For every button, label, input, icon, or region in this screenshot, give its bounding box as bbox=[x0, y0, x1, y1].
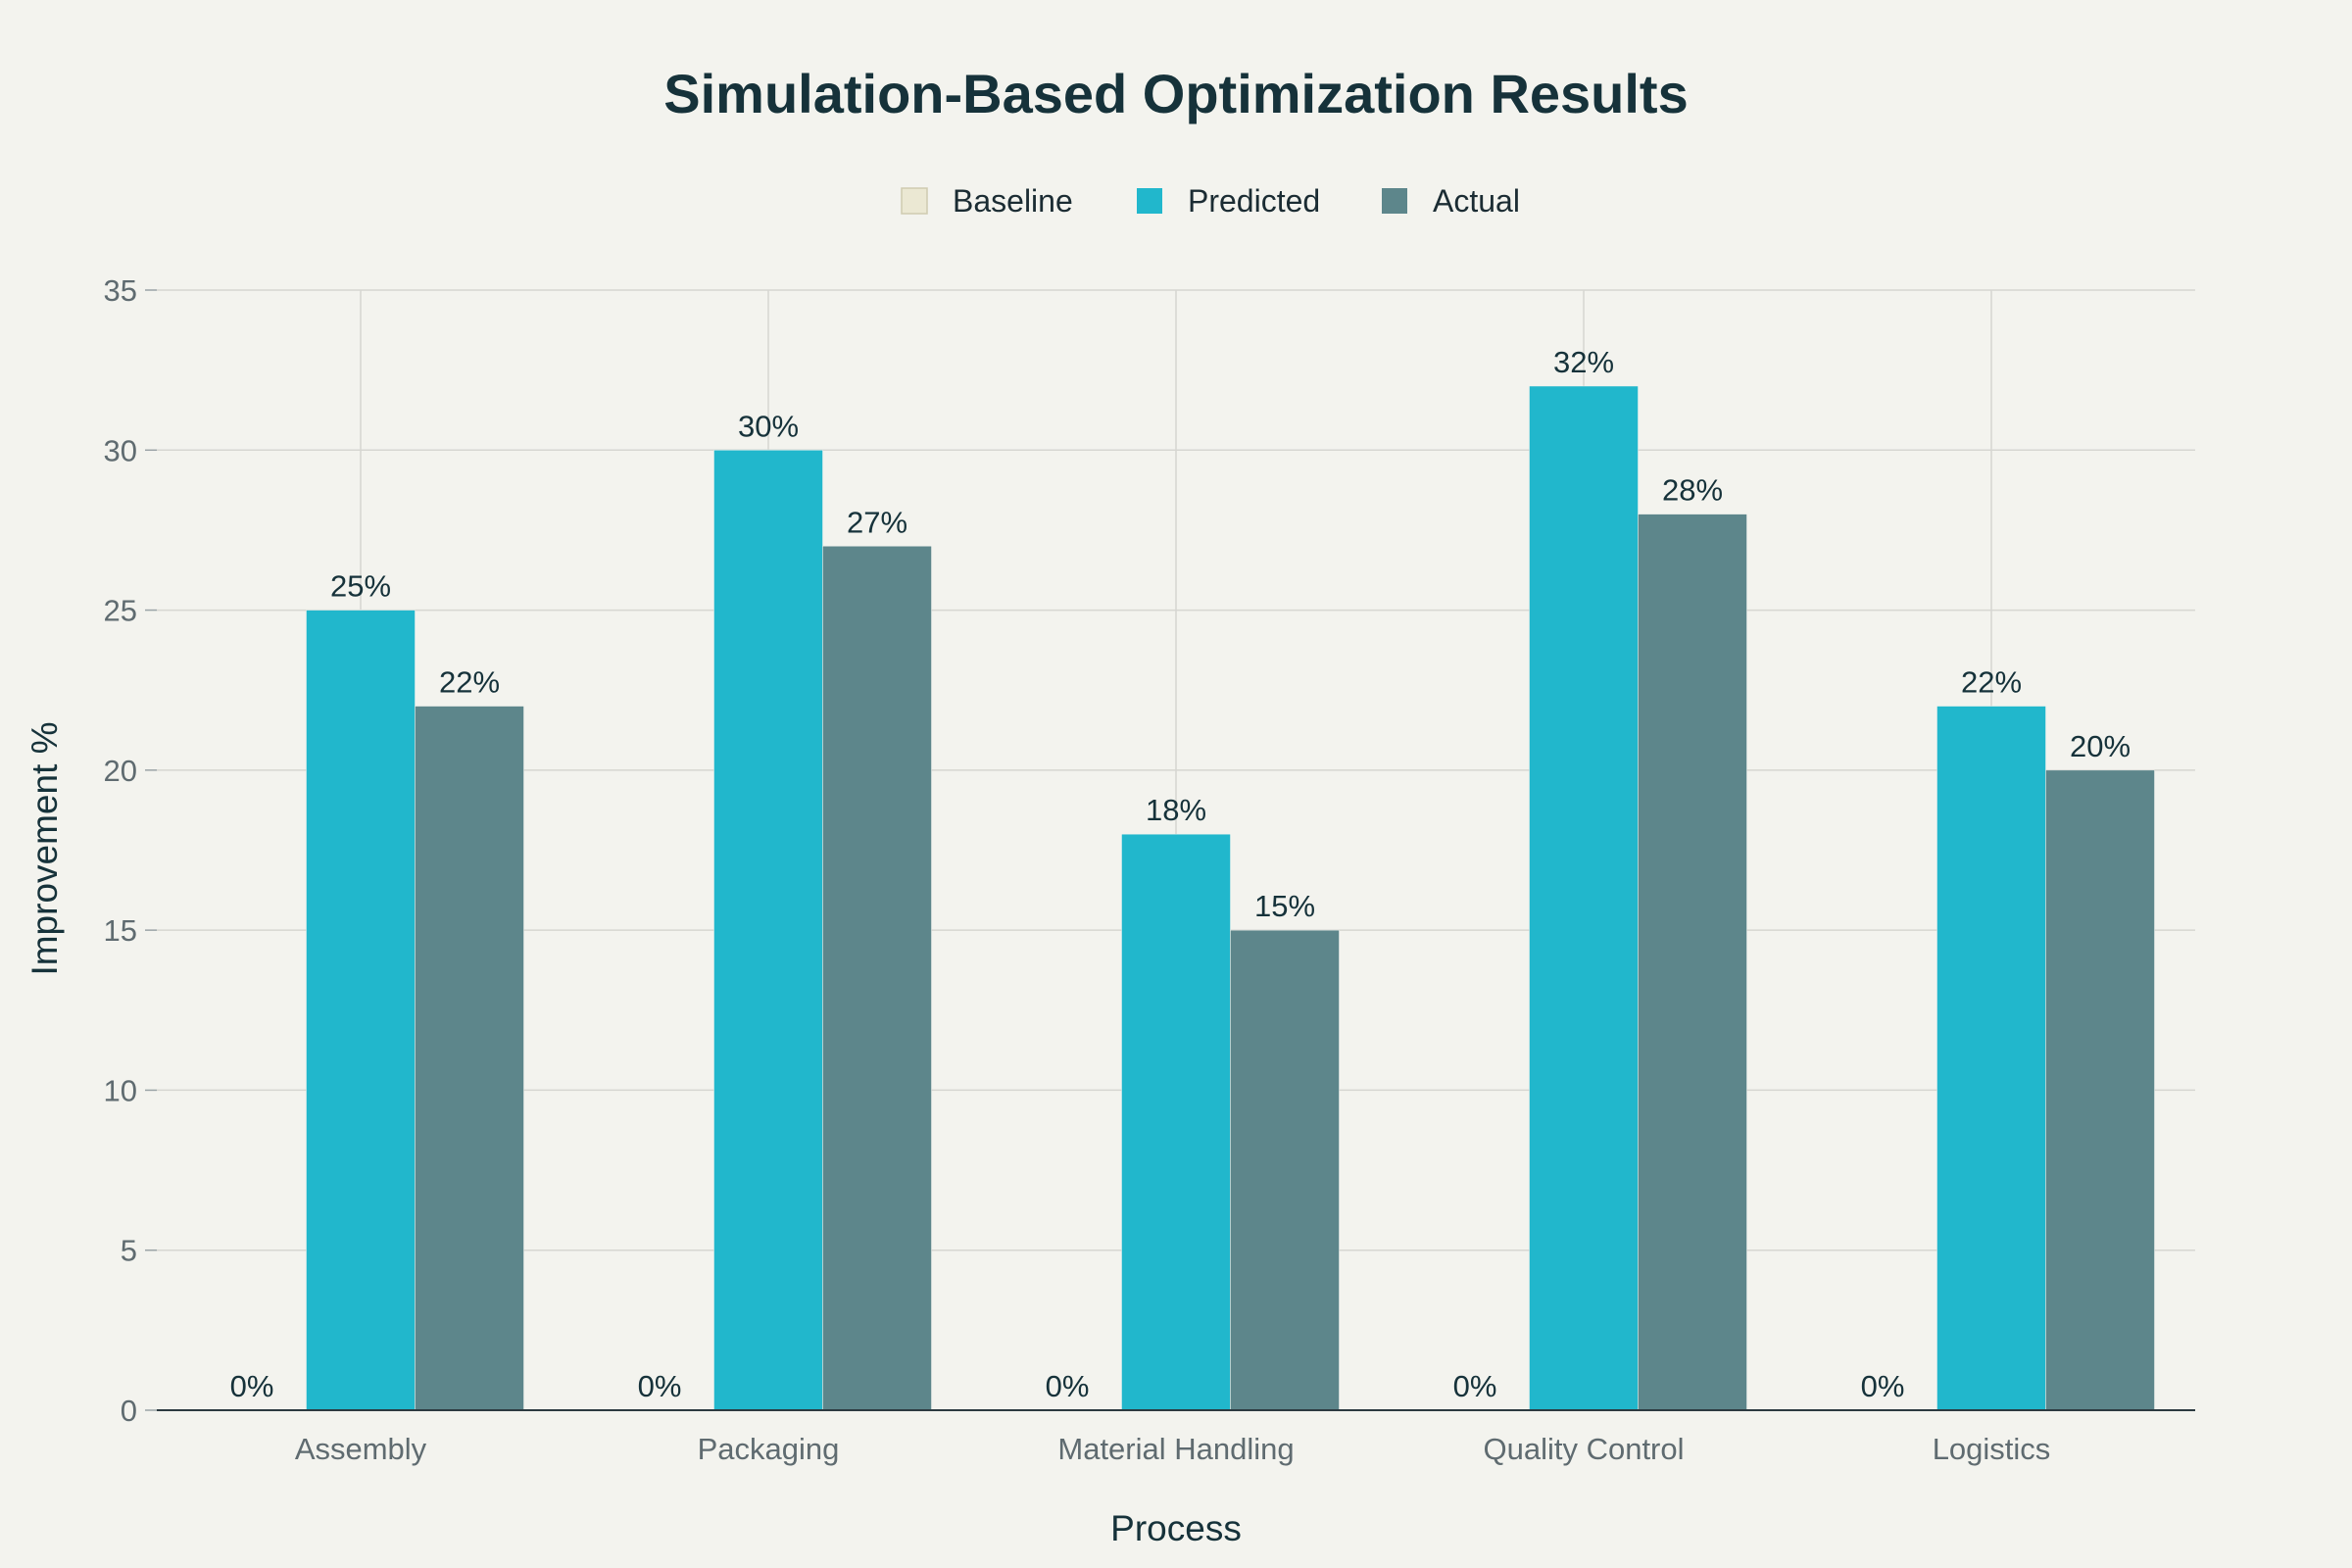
data-label: 22% bbox=[439, 665, 500, 700]
x-axis-ticks: Assembly Packaging Material Handling Qualit… bbox=[295, 1432, 2050, 1466]
bar-actual-assembly bbox=[415, 706, 524, 1411]
legend-swatch-baseline bbox=[901, 187, 928, 215]
y-tick-label: 0 bbox=[121, 1394, 137, 1428]
legend-label-baseline: Baseline bbox=[953, 183, 1073, 219]
bar-actual-logistics bbox=[2045, 769, 2155, 1411]
x-tick-label: Assembly bbox=[295, 1432, 427, 1466]
bar-predicted-quality-control bbox=[1529, 385, 1639, 1411]
y-tick-label: 15 bbox=[104, 913, 137, 948]
data-label: 15% bbox=[1254, 889, 1315, 923]
data-label: 0% bbox=[1046, 1369, 1090, 1403]
bar-actual-quality-control bbox=[1638, 514, 1747, 1411]
data-label: 0% bbox=[230, 1369, 274, 1403]
x-tick-label: Quality Control bbox=[1483, 1432, 1684, 1466]
data-label: 25% bbox=[330, 569, 391, 604]
y-tick-label: 10 bbox=[104, 1073, 137, 1107]
y-tick-label: 5 bbox=[121, 1234, 137, 1268]
legend: Baseline Predicted Actual bbox=[901, 183, 1520, 219]
data-label: 27% bbox=[847, 505, 907, 539]
data-label: 0% bbox=[638, 1369, 682, 1403]
legend-label-actual: Actual bbox=[1433, 183, 1520, 219]
y-tick-label: 20 bbox=[104, 754, 137, 788]
bar-actual-packaging bbox=[822, 546, 932, 1411]
legend-swatch-actual bbox=[1382, 188, 1407, 214]
bar-predicted-logistics bbox=[1936, 706, 2046, 1411]
bar-actual-material-handling bbox=[1230, 929, 1340, 1411]
legend-swatch-predicted bbox=[1137, 188, 1162, 214]
y-tick-label: 25 bbox=[104, 594, 137, 628]
bar-predicted-assembly bbox=[306, 610, 416, 1411]
bar-predicted-packaging bbox=[713, 450, 823, 1411]
data-label: 18% bbox=[1146, 793, 1206, 827]
bars bbox=[306, 385, 2155, 1411]
data-labels: 0% 0% 0% 0% 0% 25% 30% 18% 32% 22% 22% 27% 15% 28% 20% bbox=[230, 345, 2131, 1403]
legend-label-predicted: Predicted bbox=[1188, 183, 1320, 219]
data-label: 32% bbox=[1553, 345, 1614, 379]
data-label: 0% bbox=[1453, 1369, 1497, 1403]
x-tick-label: Packaging bbox=[698, 1432, 840, 1466]
bar-predicted-material-handling bbox=[1121, 833, 1231, 1411]
y-tick-label: 35 bbox=[104, 273, 137, 308]
data-label: 20% bbox=[2070, 729, 2131, 763]
chart-title: Simulation-Based Optimization Results bbox=[663, 63, 1688, 124]
data-label: 0% bbox=[1861, 1369, 1905, 1403]
x-tick-label: Logistics bbox=[1933, 1432, 2051, 1466]
x-axis-title: Process bbox=[1110, 1508, 1242, 1548]
x-tick-label: Material Handling bbox=[1057, 1432, 1294, 1466]
data-label: 28% bbox=[1662, 473, 1723, 508]
y-axis-ticks: 0 5 10 15 20 25 30 35 bbox=[104, 273, 157, 1428]
data-label: 30% bbox=[738, 409, 799, 443]
y-tick-label: 30 bbox=[104, 433, 137, 467]
data-label: 22% bbox=[1961, 665, 2022, 700]
y-axis-title: Improvement % bbox=[24, 721, 65, 975]
